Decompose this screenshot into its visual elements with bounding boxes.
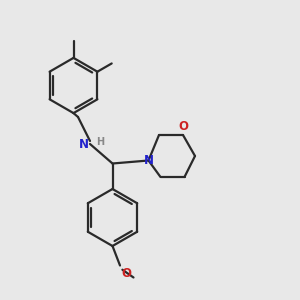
Text: N: N (79, 137, 88, 151)
Text: N: N (144, 154, 154, 167)
Text: O: O (178, 121, 189, 134)
Text: O: O (122, 267, 131, 280)
Text: H: H (97, 137, 105, 147)
